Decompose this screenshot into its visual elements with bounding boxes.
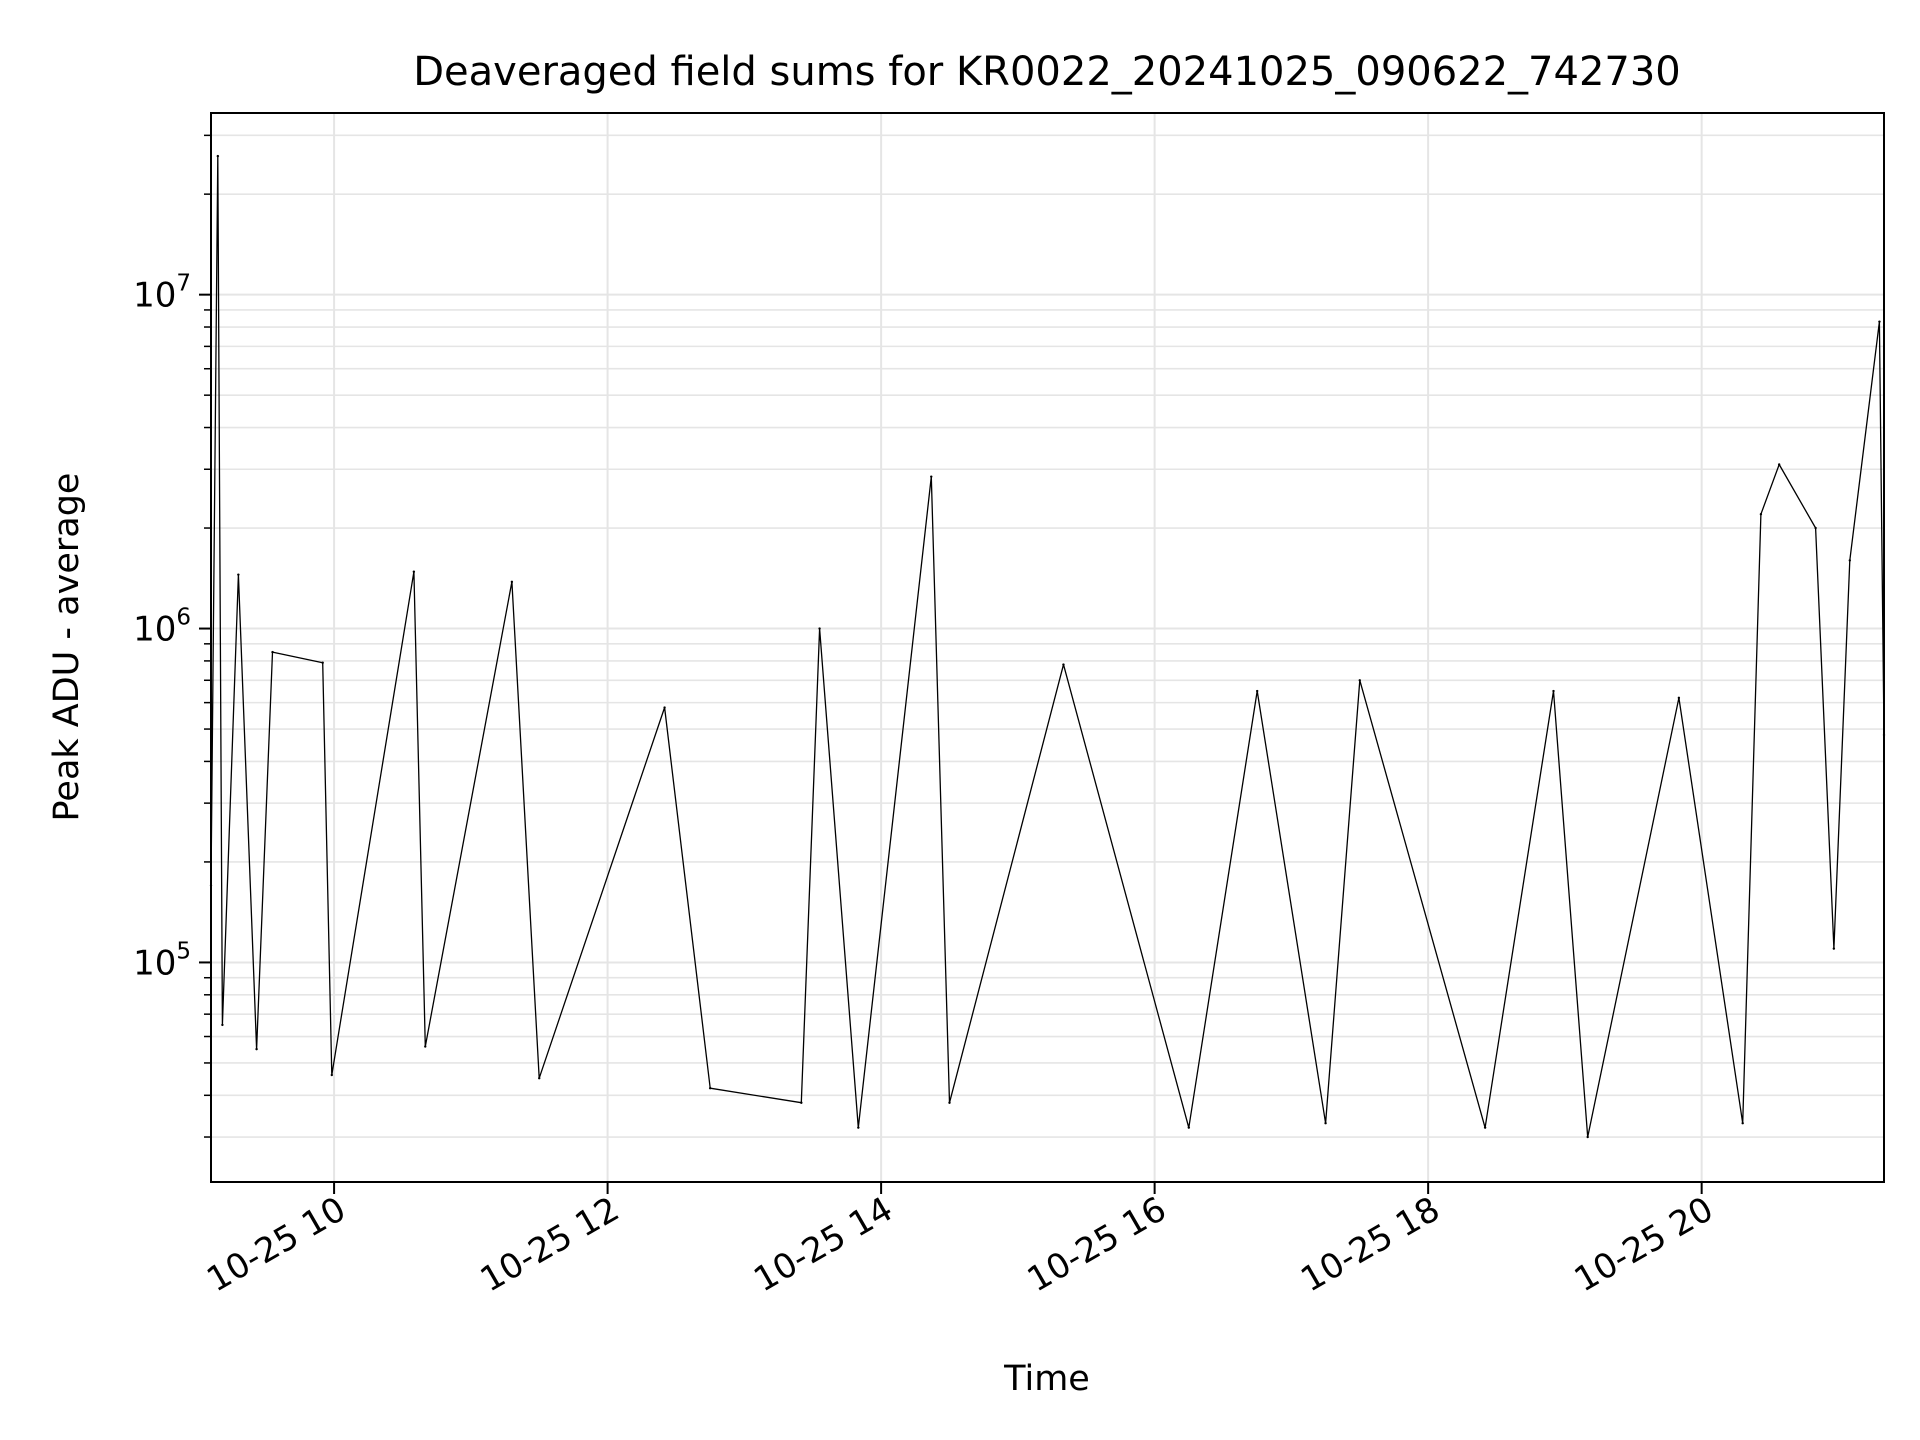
- y-tick-label: 105: [133, 938, 191, 983]
- y-axis-label: Peak ADU - average: [47, 473, 87, 822]
- data-point: [221, 1023, 224, 1027]
- data-point: [237, 573, 240, 576]
- data-point: [538, 1077, 541, 1080]
- data-point: [818, 627, 821, 630]
- data-point: [948, 1101, 951, 1104]
- data-point: [1062, 663, 1065, 666]
- data-point: [255, 1047, 258, 1051]
- data-point: [412, 570, 416, 573]
- data-point: [1878, 320, 1881, 323]
- grid-lines: [211, 113, 1884, 1182]
- chart-title: Deaveraged field sums for KR0022_2024102…: [413, 49, 1681, 95]
- data-point: [1741, 1122, 1744, 1125]
- y-axis: 105 106 107: [133, 134, 211, 1138]
- data-point: [1832, 947, 1836, 950]
- data-point: [1358, 679, 1361, 682]
- x-axis-label: Time: [1003, 1359, 1090, 1399]
- data-point: [1324, 1122, 1327, 1125]
- data-point: [271, 650, 274, 654]
- data-point: [330, 1073, 334, 1077]
- plot-frame: [210, 112, 1885, 1183]
- data-point: [1848, 559, 1852, 562]
- data-point: [708, 1087, 712, 1090]
- data-point: [1814, 526, 1817, 530]
- data-point: [1759, 513, 1763, 516]
- data-point: [800, 1101, 803, 1104]
- data-point: [1777, 463, 1781, 466]
- data-point: [1552, 689, 1555, 693]
- data-point: [1187, 1126, 1191, 1129]
- data-point: [663, 706, 666, 709]
- data-point: [216, 154, 220, 158]
- y-tick-label: 106: [133, 605, 191, 650]
- data-point: [321, 661, 324, 664]
- data-point: [424, 1045, 427, 1048]
- data-point: [1255, 689, 1259, 693]
- data-point: [1677, 696, 1681, 700]
- series-line: [210, 155, 1885, 1138]
- data-point: [1483, 1126, 1487, 1129]
- y-tick-label: 107: [133, 271, 191, 316]
- data-point: [1586, 1135, 1589, 1139]
- data-point: [510, 580, 514, 584]
- data-point: [930, 475, 933, 478]
- data-point: [857, 1126, 860, 1129]
